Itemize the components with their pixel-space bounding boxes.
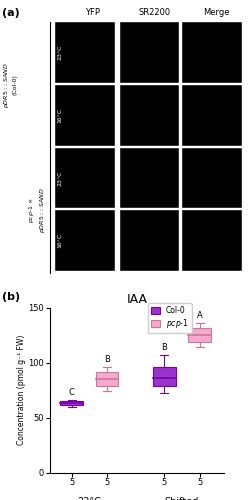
- FancyBboxPatch shape: [55, 210, 115, 271]
- Y-axis label: Concentration (pmol g⁻¹ FW): Concentration (pmol g⁻¹ FW): [17, 335, 26, 445]
- Text: C: C: [69, 388, 74, 397]
- Text: $pDR5::SAND$
(Col-0): $pDR5::SAND$ (Col-0): [2, 62, 17, 108]
- Text: SR2200: SR2200: [138, 8, 171, 17]
- Text: 23°C: 23°C: [58, 45, 62, 60]
- Text: (b): (b): [2, 292, 21, 302]
- Text: 23°C: 23°C: [77, 496, 101, 500]
- FancyBboxPatch shape: [188, 328, 211, 342]
- Text: A: A: [197, 311, 202, 320]
- FancyBboxPatch shape: [120, 22, 179, 83]
- Text: 16°C: 16°C: [58, 233, 62, 248]
- FancyBboxPatch shape: [153, 367, 176, 386]
- FancyBboxPatch shape: [182, 22, 242, 83]
- Title: IAA: IAA: [126, 294, 147, 306]
- FancyBboxPatch shape: [120, 148, 179, 208]
- Text: (a): (a): [2, 8, 20, 18]
- Text: B: B: [161, 343, 167, 352]
- FancyBboxPatch shape: [182, 148, 242, 208]
- FancyBboxPatch shape: [55, 148, 115, 208]
- FancyBboxPatch shape: [182, 210, 242, 271]
- FancyBboxPatch shape: [55, 85, 115, 146]
- Text: Merge: Merge: [203, 8, 230, 17]
- Text: YFP: YFP: [85, 8, 100, 17]
- FancyBboxPatch shape: [96, 372, 119, 386]
- FancyBboxPatch shape: [182, 85, 242, 146]
- FancyBboxPatch shape: [55, 22, 115, 83]
- FancyBboxPatch shape: [60, 401, 83, 406]
- FancyBboxPatch shape: [120, 85, 179, 146]
- Text: 16°C: 16°C: [58, 108, 62, 123]
- Text: Shifted: Shifted: [165, 496, 199, 500]
- Text: $pcp$-$1$ ×
$pDR5::SAND$: $pcp$-$1$ × $pDR5::SAND$: [27, 188, 47, 233]
- Text: 23°C: 23°C: [58, 170, 62, 186]
- FancyBboxPatch shape: [120, 210, 179, 271]
- Text: B: B: [104, 355, 110, 364]
- Legend: Col-0, $pcp$-$1$: Col-0, $pcp$-$1$: [148, 303, 192, 334]
